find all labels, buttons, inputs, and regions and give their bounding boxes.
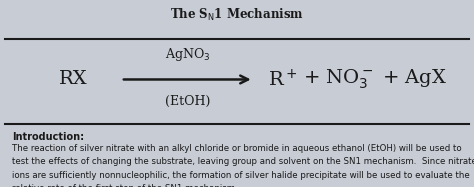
Text: The reaction of silver nitrate with an alkyl chloride or bromide in aqueous etha: The reaction of silver nitrate with an a…	[12, 144, 462, 153]
Text: test the effects of changing the substrate, leaving group and solvent on the SN1: test the effects of changing the substra…	[12, 157, 474, 166]
Text: $+$ NO$_3^-$ $+$ AgX: $+$ NO$_3^-$ $+$ AgX	[303, 68, 447, 91]
Text: relative rate of the first step of the SN1 mechanism.: relative rate of the first step of the S…	[12, 184, 237, 187]
Text: Introduction:: Introduction:	[12, 132, 84, 142]
Text: ions are sufficiently nonnucleophilic, the formation of silver halide precipitat: ions are sufficiently nonnucleophilic, t…	[12, 171, 470, 180]
Text: R$^+$: R$^+$	[268, 69, 297, 90]
Text: RX: RX	[59, 70, 88, 88]
Text: (EtOH): (EtOH)	[164, 95, 210, 108]
Text: AgNO$_3$: AgNO$_3$	[164, 46, 210, 63]
Text: The S$_\mathrm{N}$1 Mechanism: The S$_\mathrm{N}$1 Mechanism	[170, 7, 304, 23]
